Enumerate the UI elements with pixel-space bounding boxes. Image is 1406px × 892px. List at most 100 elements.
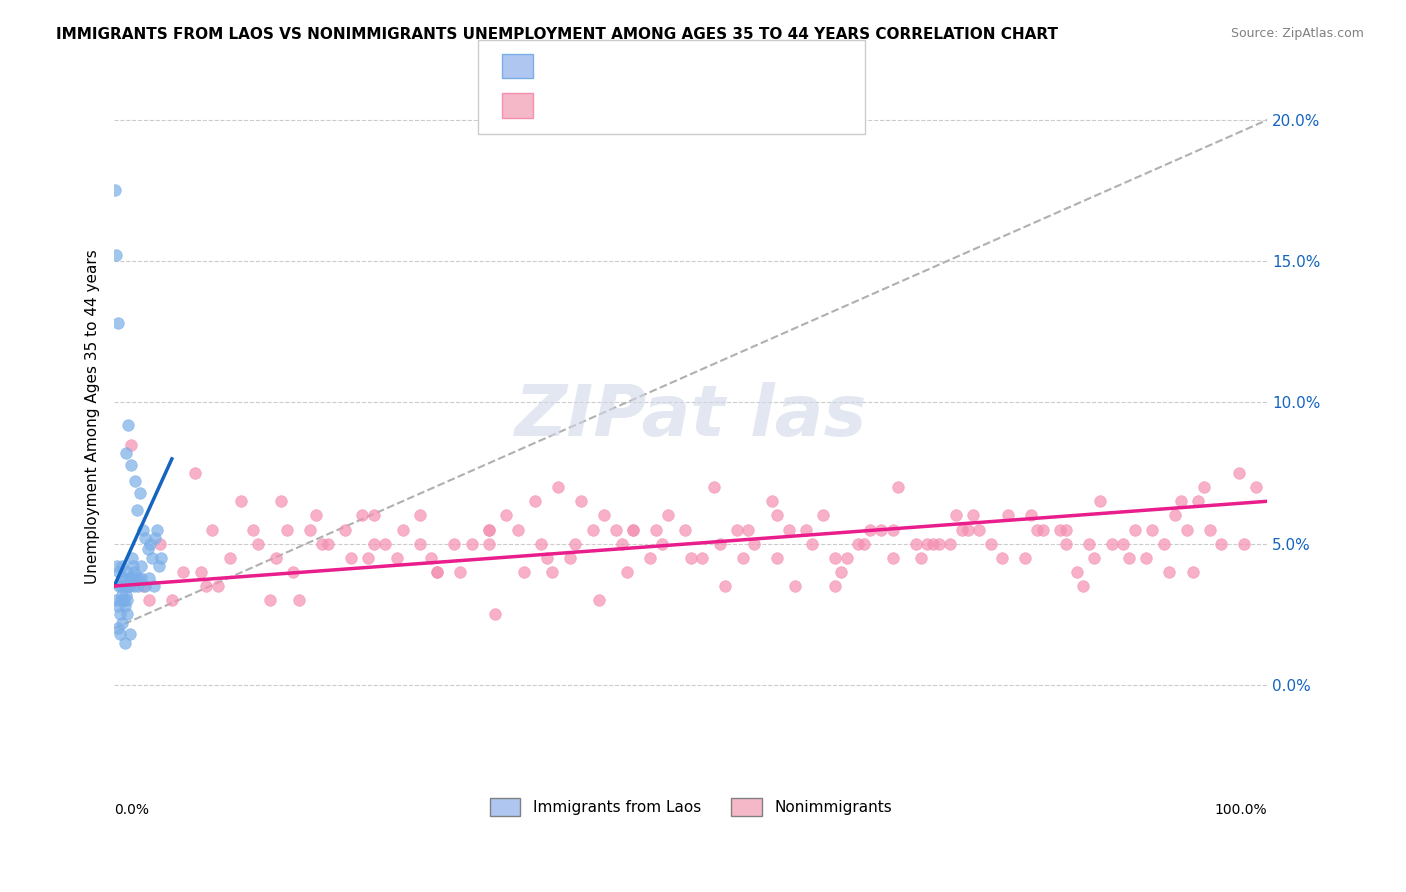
Point — [229, 494, 252, 508]
Point — [127, 570, 149, 584]
Point — [564, 536, 586, 550]
Point — [363, 536, 385, 550]
Point — [121, 550, 143, 565]
Point — [128, 485, 150, 500]
Point — [478, 523, 501, 537]
Point — [118, 579, 141, 593]
Point — [149, 536, 172, 550]
Point — [117, 565, 139, 579]
Point — [813, 508, 835, 523]
Point — [363, 508, 385, 523]
Point — [110, 593, 132, 607]
Point — [112, 570, 135, 584]
Point — [121, 559, 143, 574]
Point — [374, 536, 396, 550]
Point — [673, 523, 696, 537]
Point — [495, 508, 517, 523]
Point — [112, 593, 135, 607]
Point — [766, 508, 789, 523]
Point — [1198, 523, 1220, 537]
Point — [484, 607, 506, 622]
Point — [120, 570, 142, 584]
Point — [1244, 480, 1267, 494]
Point — [110, 579, 132, 593]
Point — [107, 316, 129, 330]
Point — [794, 523, 817, 537]
Point — [915, 536, 938, 550]
Point — [281, 565, 304, 579]
Point — [980, 536, 1002, 550]
Text: 58: 58 — [731, 57, 752, 75]
Text: 0.222: 0.222 — [595, 96, 643, 114]
Point — [127, 579, 149, 593]
Point — [910, 550, 932, 565]
Point — [1181, 565, 1204, 579]
Point — [530, 536, 553, 550]
Point — [122, 579, 145, 593]
Point — [778, 523, 800, 537]
Point — [118, 570, 141, 584]
Point — [1112, 536, 1135, 550]
Point — [478, 536, 501, 550]
Point — [887, 480, 910, 494]
Point — [605, 523, 627, 537]
Point — [1140, 523, 1163, 537]
Point — [242, 523, 264, 537]
Point — [824, 579, 846, 593]
Point — [962, 508, 984, 523]
Point — [1175, 523, 1198, 537]
Point — [117, 417, 139, 432]
Point — [709, 536, 731, 550]
Point — [621, 523, 644, 537]
Text: 142: 142 — [731, 96, 763, 114]
Point — [107, 579, 129, 593]
Point — [426, 565, 449, 579]
Point — [882, 550, 904, 565]
Text: R =: R = — [544, 57, 581, 75]
Point — [449, 565, 471, 579]
Point — [558, 550, 581, 565]
Point — [105, 559, 128, 574]
Point — [409, 536, 432, 550]
Point — [967, 523, 990, 537]
Point — [478, 523, 501, 537]
Point — [111, 570, 134, 584]
Point — [1032, 523, 1054, 537]
Point — [766, 550, 789, 565]
Legend: Immigrants from Laos, Nonimmigrants: Immigrants from Laos, Nonimmigrants — [484, 792, 898, 822]
Point — [506, 523, 529, 537]
Point — [270, 494, 292, 508]
Point — [731, 550, 754, 565]
Point — [610, 536, 633, 550]
Point — [115, 593, 138, 607]
Point — [114, 599, 136, 613]
Point — [134, 579, 156, 593]
Point — [1233, 536, 1256, 550]
Point — [287, 593, 309, 607]
Point — [460, 536, 482, 550]
Point — [111, 587, 134, 601]
Point — [143, 579, 166, 593]
Point — [132, 523, 155, 537]
Point — [536, 550, 558, 565]
Point — [115, 607, 138, 622]
Point — [172, 565, 194, 579]
Point — [426, 565, 449, 579]
Point — [1066, 565, 1088, 579]
Point — [124, 565, 146, 579]
Point — [1054, 536, 1077, 550]
Point — [311, 536, 333, 550]
Point — [107, 599, 129, 613]
Point — [127, 502, 149, 516]
Point — [108, 607, 131, 622]
Point — [1164, 508, 1187, 523]
Point — [117, 579, 139, 593]
Point — [761, 494, 783, 508]
Point — [184, 466, 207, 480]
Point — [714, 579, 737, 593]
Point — [1170, 494, 1192, 508]
Point — [104, 184, 127, 198]
Point — [569, 494, 592, 508]
Point — [1211, 536, 1233, 550]
Y-axis label: Unemployment Among Ages 35 to 44 years: Unemployment Among Ages 35 to 44 years — [86, 249, 100, 584]
